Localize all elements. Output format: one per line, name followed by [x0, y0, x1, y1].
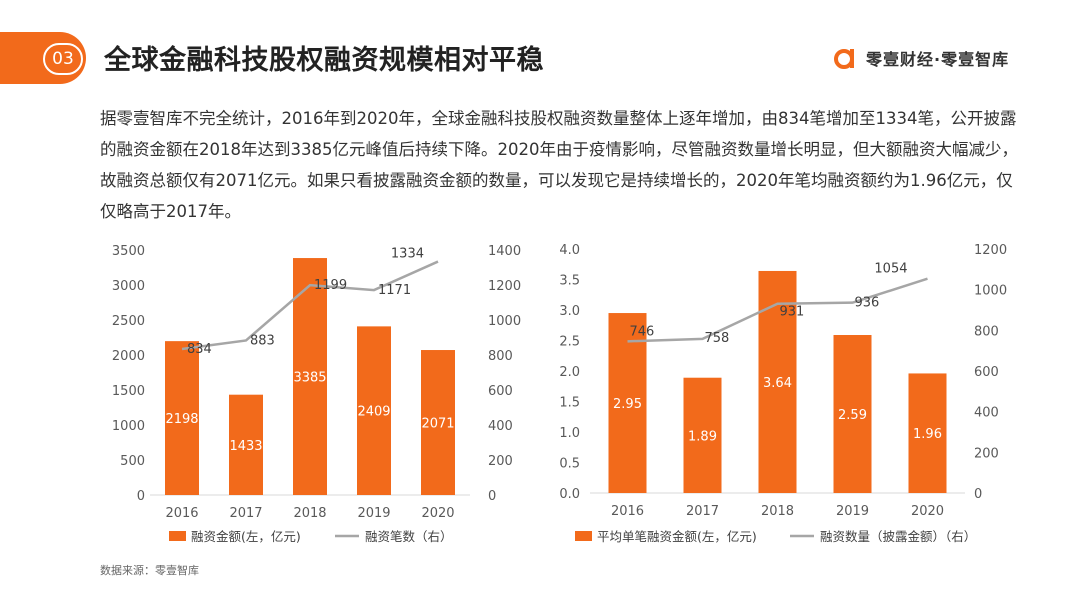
bar-2020: [908, 373, 947, 493]
right-axis-tick-label: 200: [974, 446, 999, 461]
left-axis-tick-label: 2500: [112, 314, 145, 329]
x-axis-tick-label: 2020: [911, 504, 944, 519]
data-source: 数据来源：零壹智库: [100, 564, 199, 577]
bar-data-label: 2071: [421, 417, 454, 432]
line-data-label: 746: [630, 324, 655, 339]
bar-2019: [357, 326, 391, 495]
right-axis-tick-label: 0: [488, 489, 496, 504]
right-axis-tick-label: 1000: [488, 314, 521, 329]
line-data-label: 1199: [314, 278, 347, 293]
left-axis-tick-label: 1500: [112, 384, 145, 399]
description-text: 据零壹智库不完全统计，2016年到2020年，全球金融科技股权融资数量整体上逐年…: [100, 109, 1018, 221]
legend-bar-label: 融资金额(左，亿元): [191, 529, 301, 544]
x-axis-tick-label: 2017: [229, 506, 262, 521]
left-axis-tick-label: 2.5: [559, 335, 580, 350]
right-axis-tick-label: 800: [974, 324, 999, 339]
line-data-label: 1054: [874, 262, 907, 277]
right-axis-tick-label: 400: [488, 419, 513, 434]
section-badge: 03: [43, 43, 83, 75]
line-data-label: 883: [250, 333, 275, 348]
line-data-label: 758: [705, 331, 730, 346]
right-axis-tick-label: 200: [488, 454, 513, 469]
left-axis-tick-label: 2000: [112, 349, 145, 364]
right-axis-tick-label: 1200: [488, 279, 521, 294]
count-series-line: [627, 277, 928, 343]
left-axis-tick-label: 1000: [112, 419, 145, 434]
left-axis-tick-label: 3000: [112, 279, 145, 294]
bar-data-label: 3385: [293, 371, 326, 386]
financing-amount-count-chart: 0 500 1000 1500 2000 2500 3000 3500 0 200 400 600 80…: [112, 244, 521, 544]
bar-2020: [421, 350, 455, 495]
bar-data-label: 3.64: [763, 376, 792, 391]
bar-2016: [608, 313, 647, 493]
avg-financing-chart: 0.0 0.5 1.0 1.5 2.0 2.5 3.0 3.5 4.0 0 200 400 600 800…: [559, 243, 1007, 544]
bar-2017: [683, 377, 722, 493]
right-axis-tick-label: 0: [974, 487, 982, 502]
line-data-label: 936: [855, 296, 880, 311]
legend-line-label: 融资数量（披露金额）（右）: [820, 529, 976, 544]
right-axis-tick-label: 600: [974, 365, 999, 380]
right-axis-tick-label: 400: [974, 406, 999, 421]
page-title: 全球金融科技股权融资规模相对平稳: [104, 45, 544, 76]
legend-line-label: 融资笔数（右）: [365, 529, 453, 544]
bar-data-label: 2409: [357, 405, 390, 420]
line-data-label: 931: [780, 305, 805, 320]
brand: 零壹财经·零壹智库: [832, 45, 1009, 71]
left-axis-tick-label: 0.5: [559, 457, 580, 472]
bar-data-label: 1433: [229, 439, 262, 454]
bar-2018: [758, 270, 797, 493]
left-axis-tick-label: 500: [120, 454, 145, 469]
x-axis-tick-label: 2019: [836, 504, 869, 519]
line-data-label: 1334: [391, 247, 424, 262]
x-axis-tick-label: 2016: [165, 506, 198, 521]
left-axis-tick-label: 3.0: [559, 304, 580, 319]
bar-2016: [165, 341, 199, 495]
left-axis-tick-label: 3.5: [559, 274, 580, 289]
bar-2018: [293, 258, 327, 495]
left-axis-tick-label: 4.0: [559, 243, 580, 258]
left-axis-tick-label: 3500: [112, 244, 145, 259]
brand-logo-icon: [834, 49, 854, 69]
bar-2017: [229, 394, 263, 495]
bar-2019: [833, 335, 872, 493]
bar-data-label: 1.96: [913, 427, 942, 442]
line-data-label: 1171: [378, 283, 411, 298]
bar-data-label: 1.89: [688, 429, 717, 444]
right-axis-tick-label: 1000: [974, 284, 1007, 299]
x-axis-tick-label: 2019: [357, 506, 390, 521]
legend-bar-swatch: [169, 531, 186, 541]
right-axis-tick-label: 600: [488, 384, 513, 399]
line-data-label: 834: [187, 342, 212, 357]
brand-name: 零壹财经·零壹智库: [866, 50, 1010, 69]
left-axis-tick-label: 0.0: [559, 487, 580, 502]
x-axis-tick-label: 2017: [686, 504, 719, 519]
right-axis-tick-label: 800: [488, 349, 513, 364]
bar-data-label: 2198: [165, 412, 198, 427]
x-axis-tick-label: 2018: [761, 504, 794, 519]
left-axis-tick-label: 0: [137, 489, 145, 504]
left-axis-tick-label: 1.5: [559, 396, 580, 411]
x-axis-tick-label: 2016: [611, 504, 644, 519]
left-axis-tick-label: 2.0: [559, 365, 580, 380]
bar-data-label: 2.95: [613, 397, 642, 412]
legend-bar-swatch: [575, 531, 592, 541]
count-series-line: [181, 260, 439, 351]
legend-bar-label: 平均单笔融资金额(左，亿元): [597, 529, 757, 544]
x-axis-tick-label: 2018: [293, 506, 326, 521]
bar-data-label: 2.59: [838, 408, 867, 423]
right-axis-tick-label: 1200: [974, 243, 1007, 258]
left-axis-tick-label: 1.0: [559, 426, 580, 441]
right-axis-tick-label: 1400: [488, 244, 521, 259]
x-axis-tick-label: 2020: [421, 506, 454, 521]
